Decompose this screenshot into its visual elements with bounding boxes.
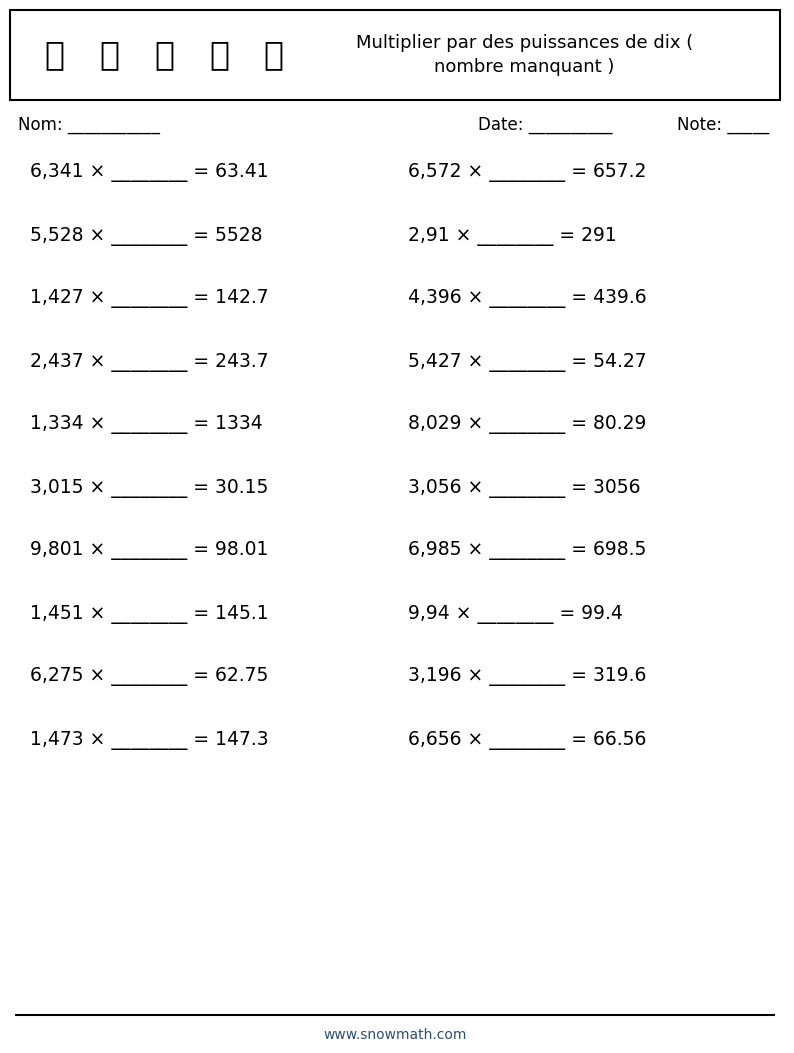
- Text: 9,801 × ________ = 98.01: 9,801 × ________ = 98.01: [30, 541, 268, 560]
- Text: 1,451 × ________ = 145.1: 1,451 × ________ = 145.1: [30, 604, 268, 623]
- Text: 6,985 × ________ = 698.5: 6,985 × ________ = 698.5: [408, 541, 646, 560]
- Text: nombre manquant ): nombre manquant ): [434, 58, 615, 76]
- Text: 🍐: 🍐: [264, 39, 283, 72]
- Text: Multiplier par des puissances de dix (: Multiplier par des puissances de dix (: [356, 34, 693, 52]
- Text: 1,473 × ________ = 147.3: 1,473 × ________ = 147.3: [30, 731, 268, 750]
- Text: 5,528 × ________ = 5528: 5,528 × ________ = 5528: [30, 226, 262, 245]
- Text: 6,275 × ________ = 62.75: 6,275 × ________ = 62.75: [30, 668, 268, 687]
- Text: 3,015 × ________ = 30.15: 3,015 × ________ = 30.15: [30, 478, 268, 497]
- Text: 3,196 × ________ = 319.6: 3,196 × ________ = 319.6: [408, 668, 646, 687]
- Text: 🍂: 🍂: [209, 39, 229, 72]
- Text: 2,91 × ________ = 291: 2,91 × ________ = 291: [408, 226, 617, 245]
- Text: 6,341 × ________ = 63.41: 6,341 × ________ = 63.41: [30, 163, 268, 182]
- Text: 8,029 × ________ = 80.29: 8,029 × ________ = 80.29: [408, 416, 646, 435]
- Text: 3,056 × ________ = 3056: 3,056 × ________ = 3056: [408, 478, 641, 497]
- Text: 4,396 × ________ = 439.6: 4,396 × ________ = 439.6: [408, 290, 646, 309]
- Text: 6,656 × ________ = 66.56: 6,656 × ________ = 66.56: [408, 731, 646, 750]
- Text: 9,94 × ________ = 99.4: 9,94 × ________ = 99.4: [408, 604, 622, 623]
- Text: 2,437 × ________ = 243.7: 2,437 × ________ = 243.7: [30, 353, 268, 372]
- Text: Date: __________: Date: __________: [478, 116, 612, 134]
- Text: 1,334 × ________ = 1334: 1,334 × ________ = 1334: [30, 416, 263, 435]
- FancyBboxPatch shape: [10, 9, 781, 100]
- Text: 🍒: 🍒: [44, 39, 65, 72]
- Text: 6,572 × ________ = 657.2: 6,572 × ________ = 657.2: [408, 163, 646, 182]
- Text: 1,427 × ________ = 142.7: 1,427 × ________ = 142.7: [30, 290, 268, 309]
- Text: 5,427 × ________ = 54.27: 5,427 × ________ = 54.27: [408, 353, 646, 372]
- Text: 🫙: 🫙: [99, 39, 119, 72]
- Text: Nom: ___________: Nom: ___________: [18, 116, 160, 134]
- Text: Note: _____: Note: _____: [676, 116, 769, 134]
- Text: 👢: 👢: [154, 39, 174, 72]
- Text: www.snowmath.com: www.snowmath.com: [323, 1028, 467, 1042]
